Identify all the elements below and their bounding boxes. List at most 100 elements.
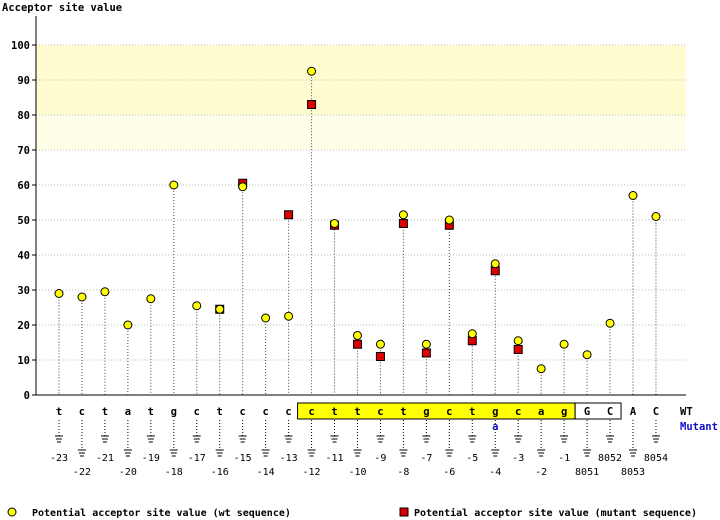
position-marker — [399, 420, 408, 457]
base-letter: c — [308, 406, 314, 418]
wt-marker — [513, 336, 523, 346]
position-label: -10 — [348, 467, 366, 478]
mutant-marker — [307, 100, 317, 109]
position-marker — [261, 420, 270, 457]
position-label: 8054 — [644, 453, 668, 464]
wt-marker — [307, 66, 317, 76]
position-marker — [55, 420, 63, 443]
position-label: -19 — [142, 453, 160, 464]
position-label: 8051 — [575, 467, 599, 478]
position-marker — [491, 420, 500, 457]
wt-marker — [146, 294, 156, 304]
base-letter: g — [492, 406, 498, 418]
base-letter: t — [56, 406, 62, 418]
wt-marker — [352, 331, 362, 340]
base-letter: g — [171, 406, 177, 418]
chart-title: Acceptor site value — [2, 2, 122, 14]
wt-marker — [169, 180, 179, 190]
mutant-marker — [398, 219, 408, 228]
base-letter: c — [285, 406, 291, 418]
base-letter: a — [538, 406, 544, 418]
y-tick-label: 100 — [11, 40, 30, 52]
position-label: -11 — [325, 453, 343, 464]
base-letter: a — [125, 406, 131, 418]
markers — [54, 66, 661, 374]
position-marker — [307, 420, 316, 457]
position-marker — [169, 420, 178, 457]
base-letter: c — [262, 406, 268, 418]
mutant-row-label: Mutant — [680, 421, 718, 433]
wt-marker — [398, 210, 408, 220]
wt-marker — [559, 339, 569, 349]
position-label: -18 — [165, 467, 183, 478]
mutant-marker — [375, 352, 385, 361]
position-marker — [537, 420, 546, 457]
wt-marker — [100, 287, 110, 297]
base-letter: t — [331, 406, 337, 418]
wt-marker — [284, 311, 294, 321]
position-label: -6 — [443, 467, 455, 478]
position-label: -21 — [96, 453, 114, 464]
wt-marker — [605, 318, 615, 328]
position-marker — [629, 420, 637, 457]
y-tick-label: 40 — [17, 250, 30, 262]
wt-marker — [582, 350, 592, 360]
wt-marker — [375, 339, 385, 349]
position-marker — [376, 420, 385, 443]
base-letter: c — [446, 406, 452, 418]
legend-wt-label: Potential acceptor site value (wt sequen… — [32, 507, 291, 519]
position-label: -22 — [73, 467, 91, 478]
mutant-marker — [284, 210, 294, 220]
y-tick-label: 20 — [17, 320, 30, 332]
wt-marker — [238, 182, 248, 192]
legend-mutant-marker — [399, 507, 409, 517]
band-mid — [36, 115, 686, 150]
y-tick-label: 60 — [17, 180, 30, 192]
wt-marker — [490, 259, 500, 269]
position-marker — [445, 420, 454, 457]
y-tick-label: 30 — [17, 285, 30, 297]
position-marker — [238, 420, 247, 443]
base-letter: c — [194, 406, 200, 418]
position-label: -20 — [119, 467, 137, 478]
position-marker — [215, 420, 224, 457]
legend-mutant-label: Potential acceptor site value (mutant se… — [414, 507, 697, 519]
base-letter: t — [148, 406, 154, 418]
wt-marker — [536, 364, 546, 374]
position-marker — [514, 420, 523, 443]
wt-marker — [192, 301, 202, 311]
wt-marker — [77, 292, 87, 302]
base-letter: c — [377, 406, 383, 418]
wt-marker — [628, 191, 638, 200]
position-label: -9 — [374, 453, 386, 464]
base-letter: t — [469, 406, 475, 418]
wt-marker — [261, 313, 271, 323]
wt-marker — [467, 329, 477, 339]
position-marker — [123, 420, 132, 457]
position-marker — [353, 420, 362, 457]
wt-marker — [444, 215, 454, 225]
wt-row-label: WT — [680, 406, 693, 418]
position-marker — [468, 420, 477, 443]
y-tick-label: 80 — [17, 110, 30, 122]
legend-wt-marker — [7, 507, 17, 517]
exon-highlight-white — [574, 402, 622, 420]
base-letter: C — [653, 406, 659, 418]
base-letter: t — [217, 406, 223, 418]
wt-marker — [54, 289, 64, 298]
position-marker — [284, 420, 293, 443]
mutant-marker — [513, 345, 523, 354]
position-marker — [100, 420, 109, 443]
wt-marker — [651, 212, 661, 221]
position-marker — [77, 420, 86, 457]
position-marker — [192, 420, 201, 443]
base-letter: g — [561, 406, 567, 418]
background-bands — [36, 45, 686, 150]
position-label: -13 — [280, 453, 298, 464]
sequence-row: t -23 c -22 t -21 a -20 t -19 g -18 c -17 t -16 c -15 c -14… — [50, 402, 718, 478]
base-letter: g — [423, 406, 429, 418]
position-marker — [606, 420, 615, 443]
position-label: -5 — [466, 453, 478, 464]
base-letter: G — [584, 406, 590, 418]
